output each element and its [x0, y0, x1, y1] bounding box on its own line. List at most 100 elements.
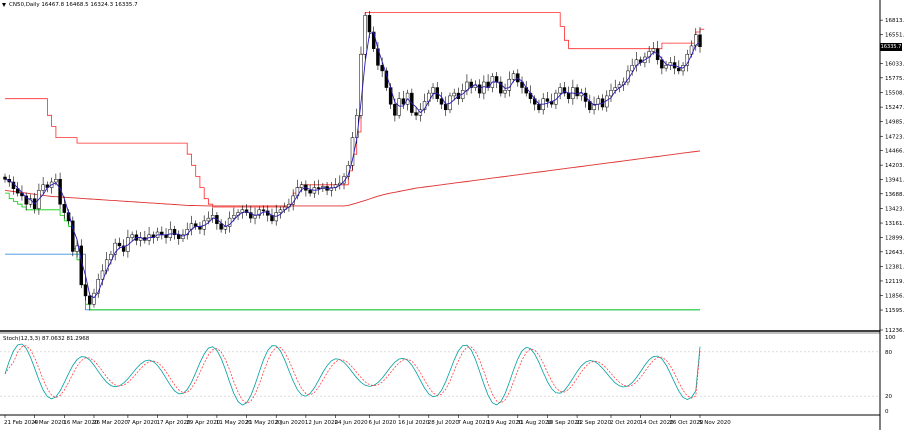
price-tick-label: 16813.5 [885, 18, 904, 24]
candle-body [630, 65, 634, 72]
candle-body [579, 92, 584, 97]
candle-body [100, 270, 105, 280]
candle-body [41, 184, 45, 191]
candle-body [113, 242, 117, 255]
time-tick-label: 11 May 2020 [216, 420, 252, 426]
candle-body [24, 195, 28, 205]
candle-body [121, 245, 126, 252]
candle-body [249, 212, 253, 219]
candle-body [177, 234, 181, 239]
price-tick-label: 14723.5 [885, 134, 904, 140]
price-tick-label: 12643.5 [885, 250, 904, 256]
price-tick-label: 15508.5 [885, 91, 904, 97]
time-tick-label: 6 Jul 2020 [368, 420, 396, 426]
time-tick-label: 7 Apr 2020 [127, 420, 158, 426]
time-tick-label: 14 Oct 2020 [640, 420, 675, 426]
time-tick-label: 21 May 2020 [246, 420, 282, 426]
price-tick-label: 13688.5 [885, 192, 904, 198]
candle-body [130, 234, 134, 238]
price-tick-label: 14203.5 [885, 163, 904, 169]
candle-body [443, 103, 448, 111]
candle-body [206, 217, 211, 222]
price-average-line [4, 31, 701, 299]
candle-body [299, 184, 304, 188]
candle-body [232, 215, 236, 219]
candle-body [3, 176, 7, 180]
time-tick-label: 2 Jun 2020 [275, 420, 305, 426]
price-axis: 16813.5 16551.5 16033.5 15775.5 15508.5 15247… [880, 18, 904, 334]
price-tick-label: 11236.5 [885, 328, 904, 334]
candle-body [257, 209, 262, 216]
candle-body [88, 295, 92, 305]
candle-body [677, 67, 681, 72]
candle-body [193, 223, 198, 227]
candle-body [545, 98, 550, 102]
price-tick-label: 16551.5 [885, 33, 904, 39]
price-tick-label: 11856.5 [885, 294, 904, 300]
time-tick-label: 31 Aug 2020 [517, 420, 553, 426]
candle-body [92, 292, 96, 305]
current-price-flag: 16335.7 [880, 42, 902, 51]
candle-body [329, 187, 334, 191]
time-tick-label: 7 Aug 2020 [457, 420, 489, 426]
candle-body [566, 92, 571, 99]
moving-average-line [4, 150, 701, 207]
stochastic-label: Stoch(12,3,3) 87.0632 81.2968 [3, 336, 90, 342]
time-tick-label: 19 Aug 2020 [487, 420, 523, 426]
candle-body [401, 98, 406, 105]
time-tick-label: 2 Oct 2020 [610, 420, 641, 426]
candle-body [397, 98, 401, 116]
candle-body [54, 178, 58, 183]
candle-body [562, 87, 567, 94]
time-tick-label: 28 Jul 2020 [428, 420, 460, 426]
candle-body [452, 92, 456, 97]
candle-body [414, 112, 418, 116]
price-tick-label: 13941.5 [885, 178, 904, 184]
candle-body [503, 90, 507, 94]
candle-body [655, 48, 660, 61]
candle-body [554, 92, 558, 105]
price-tick-label: 14985.5 [885, 120, 904, 126]
triangle-down-icon[interactable] [2, 3, 6, 7]
candle-body [168, 228, 173, 238]
candle-body [96, 278, 100, 294]
price-tick-label: 13423.5 [885, 206, 904, 212]
stoch-tick-label: 100 [885, 335, 896, 341]
price-tick-label: 14466.5 [885, 149, 904, 155]
candle-body [181, 234, 185, 239]
time-tick-label: 10 Sep 2020 [546, 420, 581, 426]
stoch-tick-label: 0 [885, 409, 889, 415]
candle-body [278, 209, 283, 213]
candle-body [380, 65, 384, 72]
stoch-tick-label: 80 [885, 350, 892, 356]
candle-body [219, 223, 223, 230]
candle-body [109, 253, 113, 261]
price-tick-label: 11595.5 [885, 308, 904, 314]
price-tick-label: 15775.5 [885, 76, 904, 82]
candle-body [592, 103, 596, 111]
candle-body [499, 81, 503, 94]
candle-body [613, 87, 617, 91]
time-tick-label: 5 Nov 2020 [699, 420, 731, 426]
candle-body [83, 284, 88, 297]
candle-body [558, 87, 562, 94]
price-tick-label: 16033.5 [885, 61, 904, 67]
candle-body [469, 81, 473, 88]
time-tick-label: 12 Jun 2020 [305, 420, 339, 426]
candle-body [439, 98, 444, 105]
candle-body [15, 188, 20, 194]
stochastic-panel: 100 80 20 0 [0, 335, 896, 415]
time-tick-label: 16 Mar 2020 [63, 420, 98, 426]
candle-body [367, 15, 372, 33]
candle-body [698, 34, 702, 47]
time-tick-label: 26 Mar 2020 [93, 420, 128, 426]
price-tick-label: 15247.5 [885, 105, 904, 111]
donchian-upper-line [5, 12, 705, 208]
candle-body [172, 228, 177, 236]
candle-body [316, 187, 321, 189]
candle-body [117, 242, 122, 247]
candle-body [507, 78, 512, 91]
